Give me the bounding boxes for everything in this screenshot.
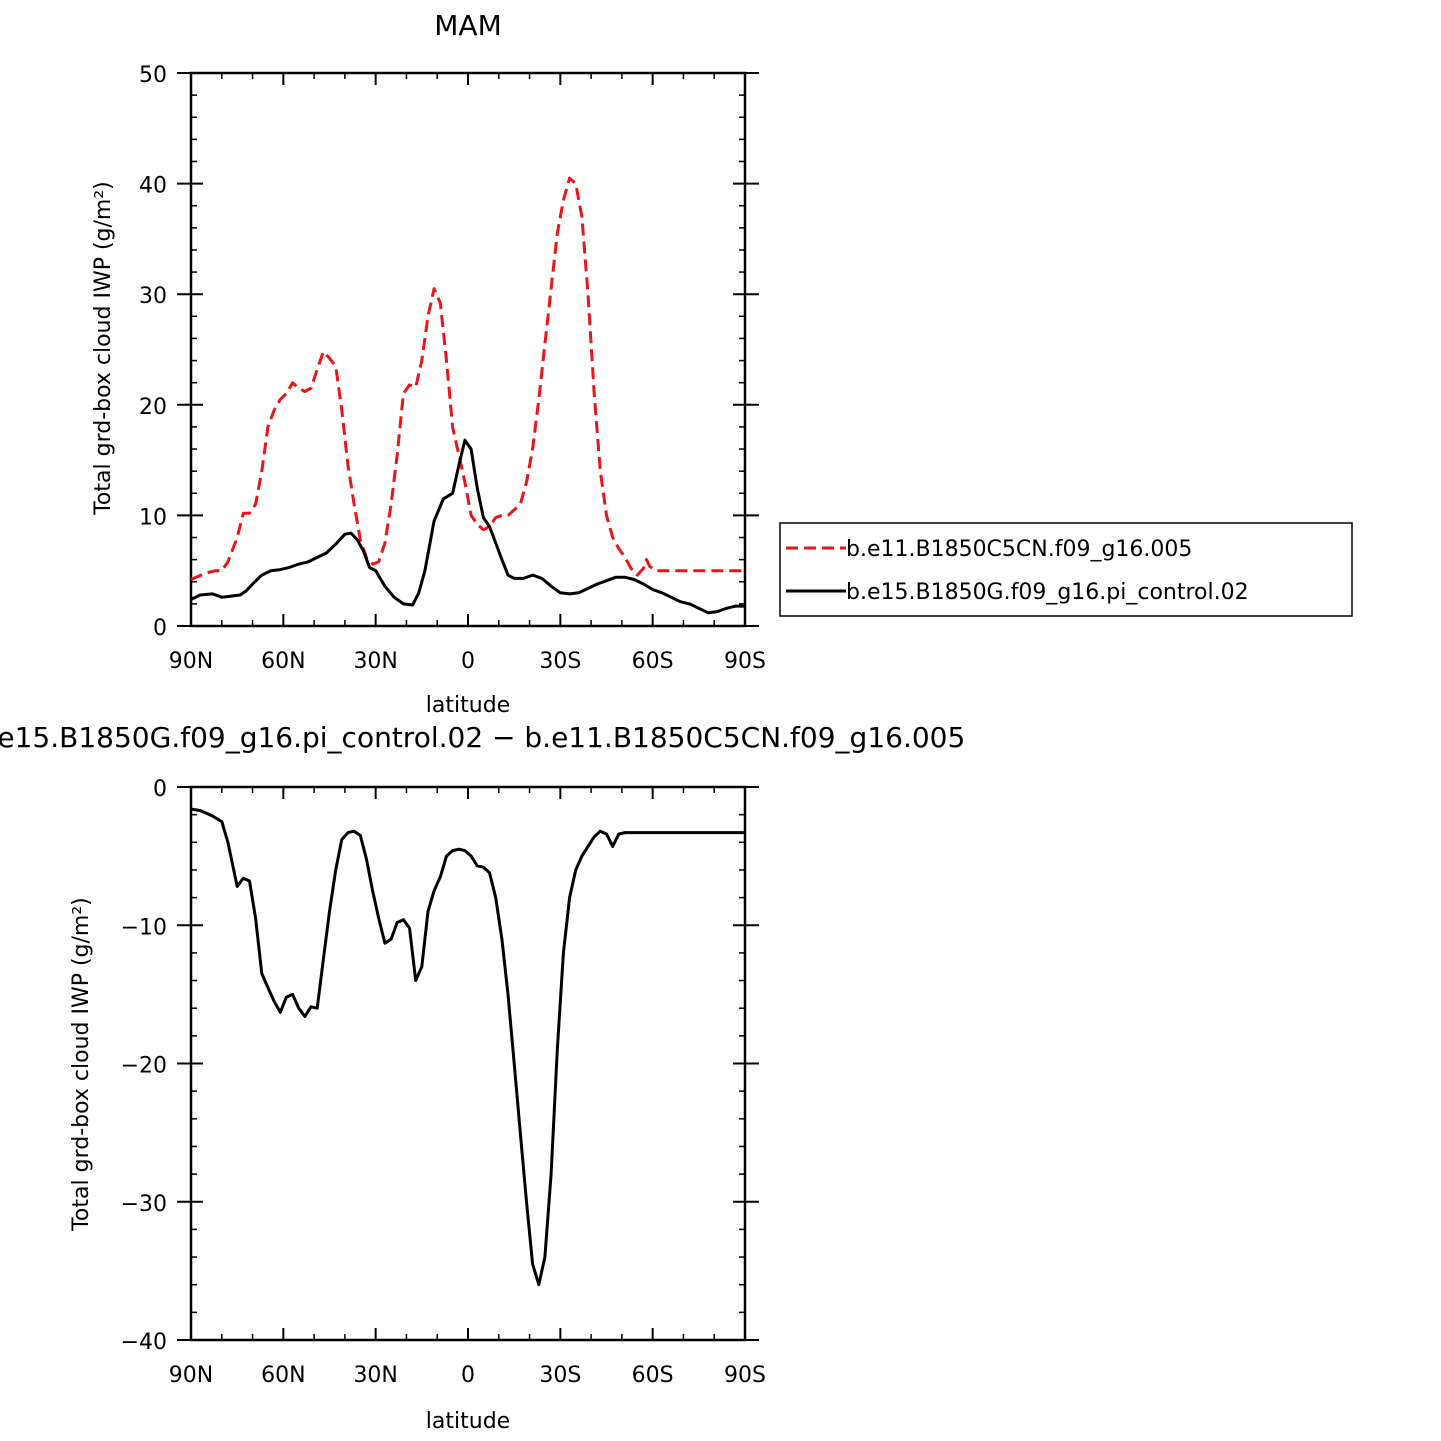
x-tick-label: 0: [461, 1363, 475, 1388]
plot-frame: [189, 71, 747, 628]
x-tick-label: 60N: [261, 649, 305, 674]
top-chart-title: MAM: [434, 9, 501, 42]
x-tick-label: 90N: [169, 649, 213, 674]
series-line-2: [190, 438, 745, 615]
x-tick-label: 30N: [353, 1363, 397, 1388]
y-tick-label: 30: [139, 284, 167, 309]
y-tick-label: −30: [121, 1192, 167, 1217]
y-tick-label: 0: [153, 777, 167, 802]
x-tick-label: 90N: [169, 1363, 213, 1388]
top-x-axis-label: latitude: [426, 693, 510, 718]
y-tick-label: −20: [121, 1054, 167, 1079]
series-line-1: [190, 807, 745, 1287]
bottom-plot: 90N 60N 30N 0 30S 60S 90S 0 −10 −20 −30 −40: [121, 777, 766, 1388]
legend-label: b.e15.B1850G.f09_g16.pi_control.02: [846, 580, 1249, 605]
legend: b.e11.B1850C5CN.f09_g16.005 b.e15.B1850G.…: [779, 522, 1353, 617]
x-tick-label: 60N: [261, 1363, 305, 1388]
bottom-y-axis-label: Total grd-box cloud IWP (g/m²): [69, 897, 94, 1232]
x-tick-label: 90S: [724, 649, 766, 674]
x-tick-label: 30S: [539, 1363, 581, 1388]
y-tick-label: 50: [139, 63, 167, 88]
x-tick-label: 60S: [632, 649, 674, 674]
legend-box: [779, 522, 1353, 617]
y-tick-label: −10: [121, 915, 167, 940]
y-tick-label: −40: [121, 1330, 167, 1355]
top-plot: 90N 60N 30N 0 30S 60S 90S 0 10 20 30 40 50: [139, 63, 766, 674]
bottom-chart-title: b.e15.B1850G.f09_g16.pi_control.02 − b.e…: [0, 721, 965, 754]
plot-frame: [189, 785, 747, 1342]
bottom-x-axis-label: latitude: [426, 1409, 510, 1434]
x-tick-label: 0: [461, 649, 475, 674]
x-tick-label: 30S: [539, 649, 581, 674]
y-tick-label: 10: [139, 505, 167, 530]
y-tick-label: 40: [139, 174, 167, 199]
y-tick-label: 0: [153, 616, 167, 641]
top-y-axis-label: Total grd-box cloud IWP (g/m²): [91, 181, 116, 516]
x-tick-label: 90S: [724, 1363, 766, 1388]
legend-label: b.e11.B1850C5CN.f09_g16.005: [846, 537, 1192, 562]
x-tick-label: 30N: [353, 649, 397, 674]
y-tick-label: 20: [139, 395, 167, 420]
x-tick-label: 60S: [632, 1363, 674, 1388]
series-line-1: [190, 176, 745, 581]
